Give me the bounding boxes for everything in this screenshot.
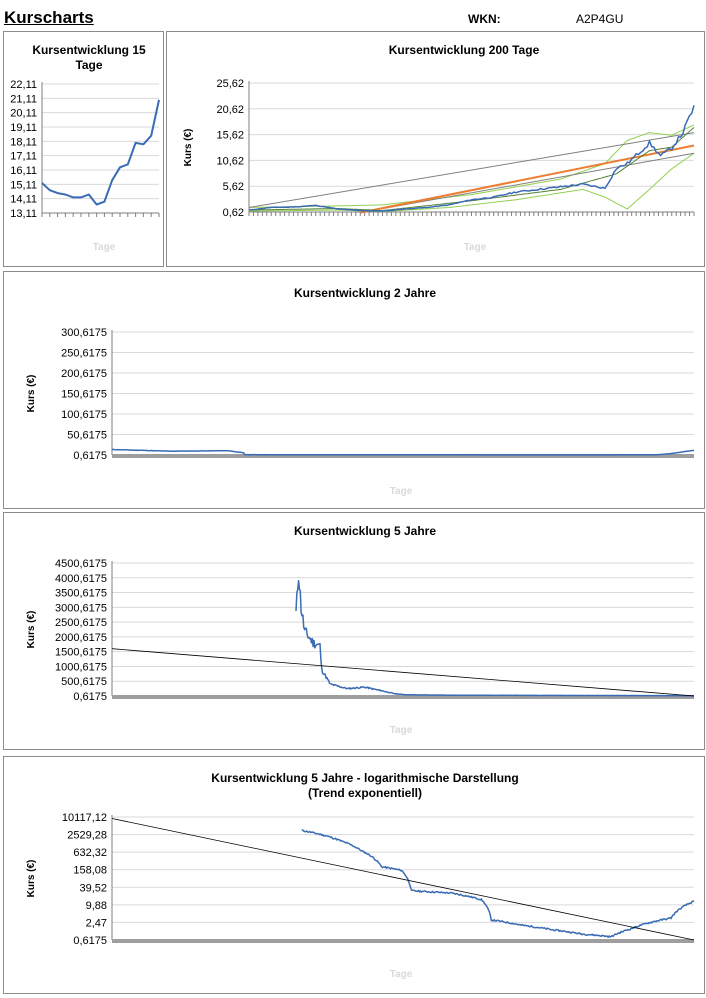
chart-title-line: Kursentwicklung 15 bbox=[32, 43, 146, 57]
y-tick-label: 2529,28 bbox=[67, 830, 107, 842]
y-tick-label: 1000,6175 bbox=[55, 661, 107, 673]
y-tick-label: 200,6175 bbox=[61, 368, 107, 380]
x-axis-label: Tage bbox=[390, 486, 413, 497]
x-axis-label: Tage bbox=[464, 242, 487, 253]
trend-channel-upper bbox=[248, 132, 695, 208]
y-tick-label: 9,88 bbox=[86, 900, 107, 912]
chart-title-line: (Trend exponentiell) bbox=[308, 786, 422, 800]
y-tick-label: 16,11 bbox=[10, 165, 37, 177]
kurs-line bbox=[301, 829, 695, 938]
y-axis-label: Kurs (€) bbox=[26, 860, 37, 898]
y-tick-label: 21,11 bbox=[10, 93, 37, 105]
y-tick-label: 19,11 bbox=[10, 122, 37, 134]
y-tick-label: 18,11 bbox=[10, 136, 37, 148]
chart-title-line: Kursentwicklung 2 Jahre bbox=[294, 286, 436, 300]
chart-title-line: Tage bbox=[75, 58, 102, 72]
y-tick-label: 500,6175 bbox=[61, 676, 107, 688]
chart-15-days: Kursentwicklung 15 Tage 22,11 21,11 20,11 19,… bbox=[3, 31, 164, 267]
chart-title-line: Kursentwicklung 5 Jahre bbox=[294, 524, 436, 538]
y-tick-label: 20,62 bbox=[216, 104, 244, 116]
wkn-label: WKN: bbox=[468, 12, 501, 26]
y-tick-label: 50,6175 bbox=[67, 430, 107, 442]
chart-title-line: Kursentwicklung 5 Jahre - logarithmische… bbox=[211, 771, 518, 785]
wkn-value: A2P4GU bbox=[576, 12, 624, 26]
bollinger-lower-line bbox=[248, 152, 695, 213]
chart-title-line: Kursentwicklung 200 Tage bbox=[389, 43, 540, 57]
y-tick-label: 15,62 bbox=[216, 130, 244, 142]
chart-5-years: Kursentwicklung 5 Jahre 4500,6175 4000,617… bbox=[3, 512, 705, 750]
y-tick-label: 10,62 bbox=[216, 155, 244, 167]
trend-line bbox=[360, 144, 695, 214]
chart-2-years-svg: Kursentwicklung 2 Jahre 300,6175 250,6175 2… bbox=[26, 286, 695, 497]
y-tick-label: 632,32 bbox=[73, 847, 107, 859]
y-tick-label: 5,62 bbox=[223, 181, 244, 193]
moving-average-line bbox=[249, 127, 695, 212]
y-tick-label: 22,11 bbox=[10, 79, 37, 91]
y-tick-label: 3500,6175 bbox=[55, 588, 107, 600]
kurs-line bbox=[295, 579, 694, 697]
y-tick-label: 14,11 bbox=[10, 194, 37, 206]
y-tick-label: 150,6175 bbox=[61, 389, 107, 401]
chart-2-years: Kursentwicklung 2 Jahre 300,6175 250,6175 2… bbox=[3, 271, 705, 509]
y-tick-label: 20,11 bbox=[10, 108, 37, 120]
y-tick-label: 158,08 bbox=[73, 865, 107, 877]
x-axis-ticks bbox=[112, 939, 694, 943]
y-axis-label: Kurs (€) bbox=[26, 611, 37, 649]
y-tick-label: 0,6175 bbox=[73, 691, 107, 703]
x-axis-label: Tage bbox=[390, 969, 413, 980]
y-tick-label: 0,62 bbox=[223, 207, 244, 219]
series-line-kurs bbox=[41, 99, 160, 206]
chart-5-years-svg: Kursentwicklung 5 Jahre 4500,6175 4000,617… bbox=[26, 524, 695, 736]
chart-200-days-svg: Kursentwicklung 200 Tage 25,62 20,62 15,62 1… bbox=[183, 43, 695, 253]
trend-line bbox=[111, 648, 695, 697]
y-tick-label: 4500,6175 bbox=[55, 558, 107, 570]
y-tick-label: 4000,6175 bbox=[55, 573, 107, 585]
y-tick-label: 2000,6175 bbox=[55, 632, 107, 644]
x-axis-ticks bbox=[112, 695, 694, 699]
y-tick-label: 13,11 bbox=[10, 208, 37, 220]
y-tick-label: 300,6175 bbox=[61, 327, 107, 339]
y-tick-label: 3000,6175 bbox=[55, 602, 107, 614]
y-axis-label: Kurs (€) bbox=[26, 375, 37, 413]
y-tick-label: 1500,6175 bbox=[55, 647, 107, 659]
x-axis-label: Tage bbox=[93, 242, 116, 253]
y-axis-label: Kurs (€) bbox=[183, 129, 194, 167]
y-tick-label: 25,62 bbox=[216, 78, 244, 90]
kurs-line bbox=[111, 448, 695, 456]
chart-5-years-log: Kursentwicklung 5 Jahre - logarithmische… bbox=[3, 756, 705, 994]
y-tick-label: 39,52 bbox=[79, 882, 107, 894]
y-tick-label: 250,6175 bbox=[61, 348, 107, 360]
trend-channel-lower bbox=[360, 152, 695, 214]
y-tick-label: 17,11 bbox=[10, 151, 37, 163]
x-axis-ticks bbox=[112, 454, 694, 458]
chart-200-days: Kursentwicklung 200 Tage 25,62 20,62 15,62 1… bbox=[166, 31, 705, 267]
page-title: Kurscharts bbox=[4, 8, 94, 27]
chart-15-days-svg: Kursentwicklung 15Tage22,1121,1120,1119,… bbox=[10, 43, 160, 253]
kurs-line bbox=[248, 105, 695, 212]
y-tick-label: 2,47 bbox=[86, 917, 107, 929]
chart-5-years-log-svg: Kursentwicklung 5 Jahre - logarithmische… bbox=[26, 771, 695, 980]
trend-line bbox=[111, 818, 695, 941]
x-axis-label: Tage bbox=[390, 725, 413, 736]
y-tick-label: 10117,12 bbox=[62, 812, 107, 824]
y-tick-label: 100,6175 bbox=[61, 409, 107, 421]
y-tick-label: 2500,6175 bbox=[55, 617, 107, 629]
y-tick-label: 0,6175 bbox=[73, 450, 107, 462]
y-tick-label: 15,11 bbox=[10, 179, 37, 191]
y-tick-label: 0,6175 bbox=[73, 935, 107, 947]
